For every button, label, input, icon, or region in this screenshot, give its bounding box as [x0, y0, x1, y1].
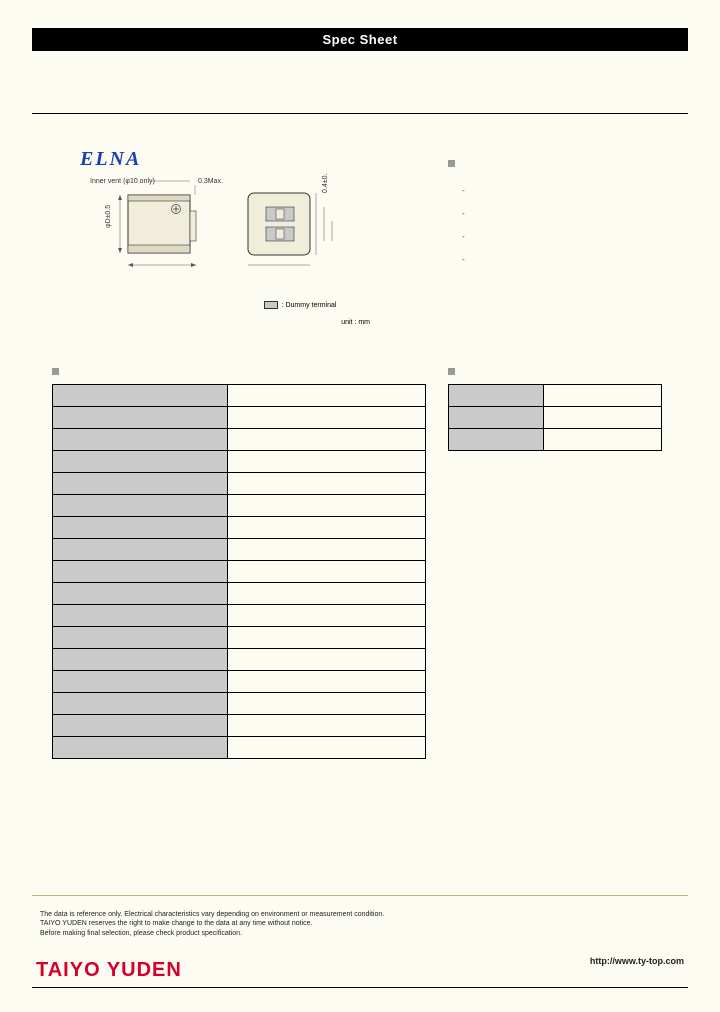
table-cell: [228, 693, 426, 715]
table-row: [53, 583, 426, 605]
table-cell: [53, 451, 228, 473]
table-cell: [53, 495, 228, 517]
table-row: [53, 671, 426, 693]
table-cell: [53, 693, 228, 715]
table-cell: [53, 627, 228, 649]
diagram-row: ELNA Inner vent (φ10 only) 0.3Max.: [32, 148, 688, 326]
right-table-section: [448, 366, 662, 759]
vent-note: Inner vent (φ10 only): [90, 178, 155, 185]
table-cell: [228, 627, 426, 649]
table-cell: [228, 473, 426, 495]
dim-d: φD±0.5: [105, 205, 112, 228]
left-table-section: [52, 366, 426, 759]
elna-logo: ELNA: [80, 148, 380, 171]
table-cell: [53, 407, 228, 429]
component-diagram: ELNA Inner vent (φ10 only) 0.3Max.: [80, 148, 380, 326]
dummy-legend: : Dummy terminal: [220, 301, 380, 309]
table-row: [53, 495, 426, 517]
table-cell: [53, 561, 228, 583]
table-cell: [228, 495, 426, 517]
dash-item: -: [462, 209, 465, 218]
table-cell: [228, 517, 426, 539]
square-bullet-icon: [448, 160, 455, 167]
table-cell: [53, 649, 228, 671]
disclaimer-line: The data is reference only. Electrical c…: [40, 910, 384, 919]
tables-row: [32, 366, 688, 759]
table-row: [53, 539, 426, 561]
table-cell: [228, 583, 426, 605]
spec-table-left: [52, 384, 426, 759]
table-row: [449, 385, 662, 407]
table-row: [53, 561, 426, 583]
unit-label: unit : mm: [80, 319, 370, 326]
table-row: [449, 407, 662, 429]
table-cell: [53, 671, 228, 693]
capacitor-drawing: Inner vent (φ10 only) 0.3Max. φD±0.5: [80, 173, 380, 288]
spec-bullets: - - - -: [448, 154, 465, 326]
square-bullet-icon: [448, 368, 455, 375]
table-row: [449, 429, 662, 451]
table-cell: [228, 385, 426, 407]
table-cell: [544, 385, 662, 407]
table-cell: [228, 671, 426, 693]
table-cell: [449, 429, 544, 451]
table-cell: [544, 407, 662, 429]
max-note: 0.3Max.: [198, 178, 223, 185]
table-cell: [449, 385, 544, 407]
table-row: [53, 429, 426, 451]
table-cell: [228, 451, 426, 473]
table-cell: [53, 605, 228, 627]
spec-table-right: [448, 384, 662, 451]
dash-item: -: [462, 232, 465, 241]
disclaimer-line: Before making final selection, please ch…: [40, 929, 384, 938]
table-cell: [53, 539, 228, 561]
dash-item: -: [462, 255, 465, 264]
table-cell: [449, 407, 544, 429]
dummy-legend-text: : Dummy terminal: [282, 302, 337, 309]
table-row: [53, 693, 426, 715]
table-row: [53, 627, 426, 649]
footer-url: http://www.ty-top.com: [590, 956, 684, 966]
divider-top: [32, 113, 688, 114]
table-row: [53, 473, 426, 495]
dash-item: -: [462, 186, 465, 195]
table-cell: [228, 429, 426, 451]
table-cell: [53, 473, 228, 495]
table-cell: [228, 737, 426, 759]
table-row: [53, 451, 426, 473]
table-cell: [228, 649, 426, 671]
table-cell: [228, 715, 426, 737]
table-cell: [228, 561, 426, 583]
table-cell: [544, 429, 662, 451]
square-bullet-icon: [52, 368, 59, 375]
table-cell: [53, 385, 228, 407]
dash-list: - - - -: [448, 186, 465, 264]
footer-divider: [32, 895, 688, 896]
table-row: [53, 385, 426, 407]
dim-w: 0.4±0.2: [322, 173, 329, 193]
table-row: [53, 737, 426, 759]
table-row: [53, 649, 426, 671]
footer-rule: [32, 987, 688, 988]
brand-footer: TAIYO YUDEN: [36, 959, 182, 982]
table-cell: [53, 429, 228, 451]
disclaimer-line: TAIYO YUDEN reserves the right to make c…: [40, 919, 384, 928]
table-row: [53, 605, 426, 627]
table-row: [53, 407, 426, 429]
disclaimer: The data is reference only. Electrical c…: [40, 910, 384, 938]
table-cell: [228, 539, 426, 561]
table-cell: [53, 737, 228, 759]
title-bar: Spec Sheet: [32, 28, 688, 51]
dummy-swatch: [264, 301, 278, 309]
table-row: [53, 715, 426, 737]
table-cell: [228, 605, 426, 627]
table-cell: [53, 517, 228, 539]
table-row: [53, 517, 426, 539]
table-cell: [53, 715, 228, 737]
table-cell: [53, 583, 228, 605]
table-cell: [228, 407, 426, 429]
